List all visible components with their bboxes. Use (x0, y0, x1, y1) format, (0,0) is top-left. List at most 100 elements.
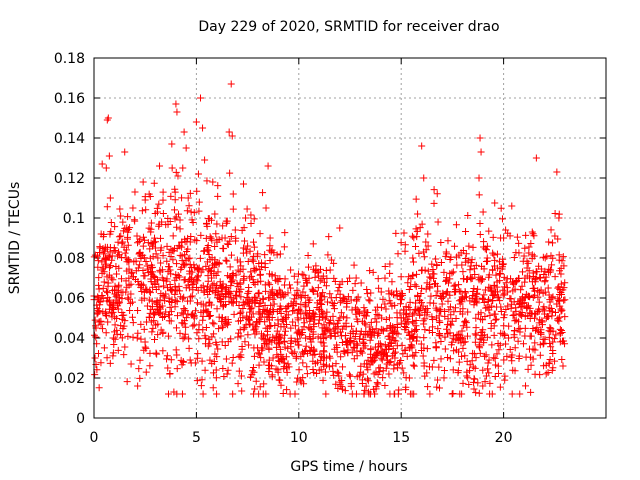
data-point (462, 250, 470, 258)
data-point (212, 374, 220, 382)
data-point (173, 223, 181, 231)
data-point (274, 366, 282, 374)
data-point (389, 345, 397, 353)
data-point (104, 318, 112, 326)
data-point (195, 198, 203, 206)
data-point (552, 309, 560, 317)
data-point (464, 374, 472, 382)
data-point (165, 390, 173, 398)
data-point (369, 354, 377, 362)
data-point (99, 325, 107, 333)
data-point (459, 344, 467, 352)
data-point (511, 367, 519, 375)
data-point (322, 282, 330, 290)
data-point (299, 348, 307, 356)
data-point (501, 331, 509, 339)
data-point (437, 239, 445, 247)
data-point (317, 366, 325, 374)
y-tick-label: 0.1 (63, 211, 85, 227)
data-point (392, 229, 400, 237)
data-point (421, 308, 429, 316)
data-point (235, 367, 243, 375)
data-point (145, 296, 153, 304)
data-point (155, 200, 163, 208)
data-point (459, 310, 467, 318)
data-point (201, 332, 209, 340)
data-point (326, 319, 334, 327)
data-point (449, 389, 457, 397)
data-point (121, 317, 129, 325)
data-point (521, 312, 529, 320)
data-point (508, 202, 516, 210)
data-point (186, 189, 194, 197)
data-point (470, 385, 478, 393)
data-point (372, 352, 380, 360)
data-point (387, 299, 395, 307)
chart-title: Day 229 of 2020, SRMTID for receiver dra… (198, 19, 499, 35)
data-point (419, 302, 427, 310)
data-point (442, 252, 450, 260)
data-point (512, 278, 520, 286)
data-point (131, 275, 139, 283)
data-point (509, 312, 517, 320)
data-point (517, 303, 525, 311)
data-point (176, 225, 184, 233)
data-point (398, 364, 406, 372)
data-point (189, 286, 197, 294)
data-point (219, 322, 227, 330)
data-point (476, 134, 484, 142)
data-point (123, 267, 131, 275)
data-point (172, 100, 180, 108)
data-point (416, 296, 424, 304)
data-point (468, 274, 476, 282)
data-point (551, 209, 559, 217)
data-point (532, 275, 540, 283)
data-point (320, 278, 328, 286)
data-point (225, 298, 233, 306)
data-point (541, 335, 549, 343)
data-point (178, 309, 186, 317)
data-point (250, 264, 258, 272)
data-point (223, 257, 231, 265)
data-point (323, 298, 331, 306)
data-point (357, 347, 365, 355)
data-point (489, 233, 497, 241)
data-point (103, 243, 111, 251)
data-point (191, 307, 199, 315)
data-point (183, 207, 191, 215)
data-point (521, 332, 529, 340)
data-point (153, 350, 161, 358)
data-point (309, 286, 317, 294)
data-point (356, 330, 364, 338)
data-point (134, 329, 142, 337)
data-point (303, 363, 311, 371)
data-point (215, 260, 223, 268)
data-point (443, 274, 451, 282)
data-point (178, 238, 186, 246)
data-point (134, 239, 142, 247)
data-point (472, 389, 480, 397)
data-point (366, 297, 374, 305)
data-point (128, 313, 136, 321)
data-point (169, 256, 177, 264)
data-point (413, 227, 421, 235)
data-point (234, 380, 242, 388)
data-point (269, 354, 277, 362)
data-point (135, 250, 143, 258)
data-point (497, 204, 505, 212)
data-point (389, 334, 397, 342)
data-point (555, 214, 563, 222)
data-point (323, 313, 331, 321)
data-point (521, 274, 529, 282)
data-point (476, 219, 484, 227)
data-point (250, 215, 258, 223)
data-point (277, 350, 285, 358)
data-point (146, 287, 154, 295)
data-point (283, 368, 291, 376)
data-point (113, 315, 121, 323)
data-point (383, 356, 391, 364)
data-point (480, 299, 488, 307)
data-point (479, 382, 487, 390)
data-point (163, 284, 171, 292)
data-point (362, 382, 370, 390)
